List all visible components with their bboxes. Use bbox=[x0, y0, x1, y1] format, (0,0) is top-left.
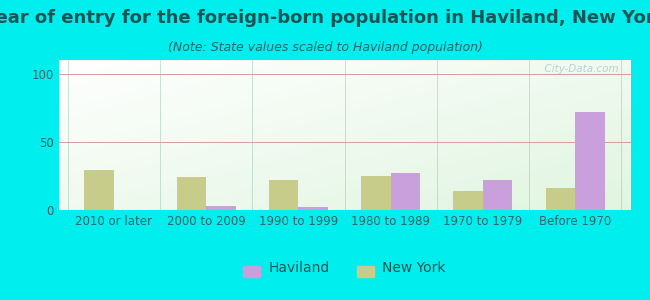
Text: Year of entry for the foreign-born population in Haviland, New York: Year of entry for the foreign-born popul… bbox=[0, 9, 650, 27]
Bar bbox=[453, 191, 483, 210]
Bar bbox=[361, 176, 391, 210]
Text: (Note: State values scaled to Haviland population): (Note: State values scaled to Haviland p… bbox=[168, 40, 482, 53]
Bar bbox=[483, 180, 512, 210]
Bar bbox=[545, 188, 575, 210]
Bar bbox=[298, 207, 328, 210]
Bar bbox=[391, 173, 420, 210]
Legend: Haviland, New York: Haviland, New York bbox=[238, 256, 451, 281]
Bar bbox=[84, 170, 114, 210]
Bar bbox=[177, 177, 206, 210]
Bar bbox=[575, 112, 604, 210]
Bar bbox=[206, 206, 236, 210]
Bar bbox=[269, 180, 298, 210]
Text: City-Data.com: City-Data.com bbox=[538, 64, 619, 74]
